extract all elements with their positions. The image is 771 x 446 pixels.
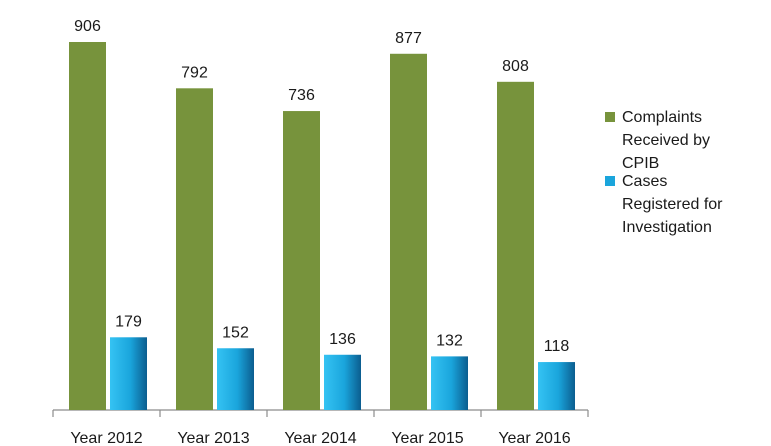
bar-cases-1 (110, 337, 147, 410)
legend-swatch-cases (605, 176, 615, 186)
data-label-complaints-5: 808 (502, 58, 529, 75)
x-tick-label: Year 2016 (498, 430, 570, 446)
data-label-cases-2: 152 (222, 324, 249, 341)
bar-complaints-3 (283, 111, 320, 410)
data-label-cases-5: 118 (544, 338, 570, 355)
x-tick-label: Year 2014 (284, 430, 356, 446)
bar-complaints-5 (497, 81, 534, 411)
plot-area: 906 179 Year 2012 792 152 Year 2013 736 136 Year… (52, 18, 589, 446)
bar-cases-5 (538, 362, 575, 410)
bar-complaints-4 (390, 53, 427, 411)
legend-label-complaints: Complaints Received by CPIB (622, 109, 710, 172)
data-label-complaints-2: 792 (181, 64, 208, 81)
bar-complaints-1 (69, 42, 106, 410)
data-label-complaints-1: 906 (74, 18, 101, 35)
bar-cases-3 (324, 354, 361, 410)
bar-complaints-2 (176, 88, 213, 411)
bar-cases-4 (431, 356, 468, 410)
data-label-cases-3: 136 (329, 331, 356, 348)
bar-cases-2 (217, 348, 254, 410)
data-label-cases-4: 132 (436, 332, 463, 349)
legend-swatch-complaints (605, 112, 615, 122)
data-label-cases-1: 179 (115, 313, 142, 330)
data-label-complaints-3: 736 (288, 87, 315, 104)
x-tick-label: Year 2012 (70, 430, 142, 446)
legend-label-cases: Cases Registered for Investigation (622, 173, 723, 236)
x-tick-label: Year 2013 (177, 430, 249, 446)
x-tick-label: Year 2015 (391, 430, 463, 446)
data-label-complaints-4: 877 (395, 30, 422, 47)
